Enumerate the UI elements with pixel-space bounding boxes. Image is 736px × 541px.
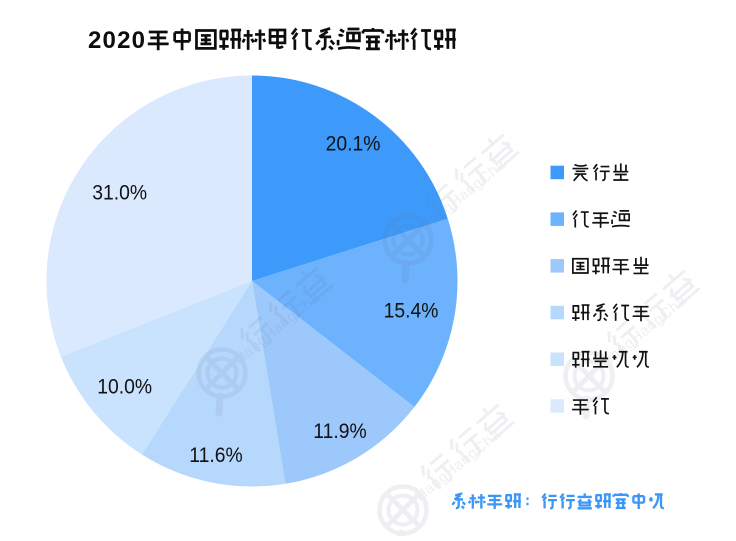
svg-text:10.0%: 10.0% [97, 375, 152, 399]
svg-text:2020: 2020 [88, 27, 146, 54]
svg-text:11.6%: 11.6% [189, 443, 242, 467]
svg-text:HangHangCha: HangHangCha [598, 292, 690, 371]
svg-text:HangHangCha: HangHangCha [412, 426, 504, 505]
svg-text:15.4%: 15.4% [384, 299, 439, 323]
svg-text:31.0%: 31.0% [92, 180, 147, 204]
svg-text:11.9%: 11.9% [313, 419, 366, 443]
svg-text:20.1%: 20.1% [326, 132, 381, 156]
